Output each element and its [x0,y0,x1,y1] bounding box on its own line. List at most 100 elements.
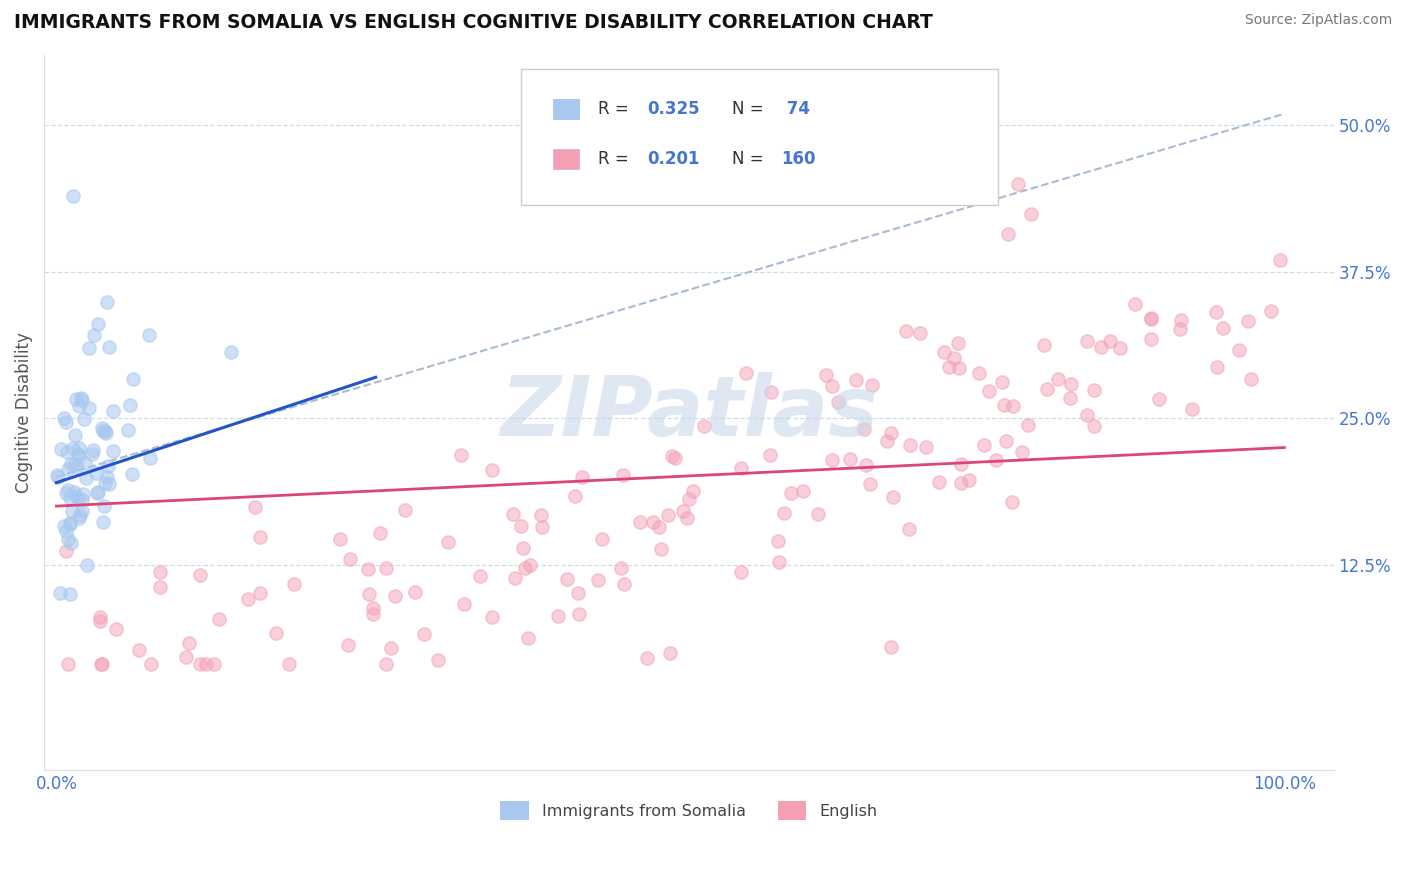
Point [1260,303,1282,318]
Point [66,447,89,461]
Point [661,450,683,464]
Point [766,533,789,548]
Point [647,520,669,534]
Point [845,372,868,386]
Text: Source: ZipAtlas.com: Source: ZipAtlas.com [1244,13,1392,28]
Text: 0.325: 0.325 [647,100,700,118]
Point [75,471,97,485]
Point [1059,391,1081,405]
Point [67,511,90,525]
Point [56,657,79,672]
Point [139,657,162,672]
Point [139,450,162,465]
Point [1076,334,1098,349]
Point [792,483,814,498]
Text: ZIPatlas: ZIPatlas [501,372,877,453]
Point [72,487,94,501]
Point [283,577,305,591]
Point [1007,177,1029,191]
Text: 74: 74 [782,100,810,118]
Point [238,592,260,607]
Text: 160: 160 [782,150,815,168]
Point [1032,338,1054,352]
Point [568,607,591,621]
Point [759,448,782,462]
Point [515,560,537,574]
Y-axis label: Cognitive Disability: Cognitive Disability [15,332,32,493]
Point [56,445,79,459]
Point [128,643,150,657]
Point [96,470,118,484]
Point [468,569,491,583]
Point [855,458,877,472]
Point [59,536,82,550]
Point [730,461,752,475]
Point [481,610,503,624]
Point [94,476,117,491]
Point [72,504,94,518]
Point [90,657,112,672]
Point [1001,399,1024,413]
Point [860,378,883,392]
Point [87,484,110,499]
Point [880,640,903,654]
Point [63,457,86,471]
Point [1170,313,1192,327]
Point [59,516,82,530]
Point [58,483,80,497]
Point [1206,359,1229,374]
Point [55,486,77,500]
Text: R =: R = [598,150,634,168]
Point [67,442,90,456]
Point [547,608,569,623]
Point [555,572,578,586]
Point [1036,382,1059,396]
Point [90,421,112,435]
Point [928,475,950,489]
Point [650,541,672,556]
Point [853,422,876,436]
Point [567,586,589,600]
Point [98,476,121,491]
Point [86,486,108,500]
Point [339,552,361,566]
Point [1109,341,1132,355]
Point [90,657,112,672]
Point [530,519,553,533]
Bar [554,149,579,169]
Point [586,573,609,587]
Text: 0.201: 0.201 [647,150,700,168]
Point [361,600,384,615]
Point [991,375,1014,389]
Point [66,459,89,474]
Point [908,326,931,340]
Point [1147,392,1170,406]
Point [384,590,406,604]
Point [481,463,503,477]
Point [1083,419,1105,434]
Point [53,411,76,425]
Point [502,507,524,521]
Point [80,447,103,461]
Point [337,638,360,652]
Point [1011,445,1033,459]
Point [56,533,79,547]
Point [375,561,398,575]
Point [946,335,969,350]
Point [49,586,72,600]
Point [72,492,94,507]
Point [730,565,752,579]
Point [780,485,803,500]
Point [973,438,995,452]
Point [1140,332,1163,346]
Point [943,351,966,366]
Point [46,467,69,482]
Point [512,541,534,556]
Point [101,404,124,418]
Point [394,503,416,517]
Point [48,470,70,484]
Point [591,532,613,546]
Point [519,558,541,572]
Point [188,568,211,582]
Point [404,585,426,599]
